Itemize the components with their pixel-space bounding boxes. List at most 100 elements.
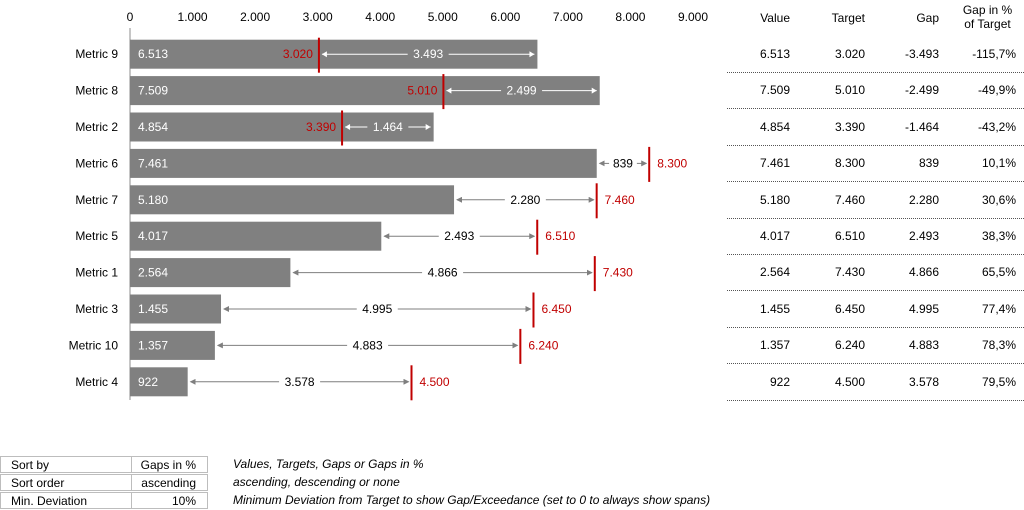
gap-label: 1.464 (373, 120, 403, 134)
gap-arrowhead-left (446, 87, 452, 94)
x-tick-label: 9.000 (678, 10, 708, 24)
table-cell-target: 7.460 (834, 192, 865, 207)
gap-arrowhead-left (345, 124, 351, 130)
sort-order-value[interactable]: ascending (131, 474, 208, 491)
gap-label: 4.883 (353, 338, 383, 352)
table-cell-value: 1.357 (759, 338, 790, 353)
table-cell-pct: 30,6% (981, 192, 1016, 207)
header-value: Value (760, 11, 790, 25)
x-tick-label: 5.000 (428, 10, 458, 24)
table-cell-value: 4.017 (759, 229, 790, 243)
value-bar (130, 367, 188, 397)
gap-label: 3.493 (413, 47, 443, 61)
table-cell-gap: 3.578 (908, 374, 939, 389)
table-cell-pct: -49,9% (977, 83, 1016, 98)
min-deviation-value[interactable]: 10% (131, 492, 208, 509)
table-cell-value: 922 (769, 374, 790, 389)
value-label: 5.180 (138, 193, 168, 207)
category-label: Metric 10 (69, 338, 119, 352)
table-cell-value: 6.513 (759, 47, 790, 61)
table-cell-gap: 2.493 (908, 229, 939, 243)
table-cell-target: 3.020 (834, 47, 865, 61)
table-cell-gap: 4.866 (908, 265, 939, 280)
table-cell-pct: -43,2% (977, 119, 1016, 134)
bar-chart: 0 1.000 2.000 3.000 4.000 5.000 6.000 7.000 8.00… (69, 10, 708, 401)
table-cell-target: 8.300 (834, 156, 865, 171)
table-row: 2.564 7.430 4.866 65,5% (727, 254, 1024, 292)
table-cell-pct: 79,5% (981, 374, 1016, 389)
table-cell-value: 1.455 (759, 301, 790, 316)
table-cell-pct: 38,3% (981, 229, 1016, 243)
table-cell-value: 2.564 (759, 265, 790, 280)
value-label: 2.564 (138, 266, 168, 280)
target-label: 8.300 (657, 156, 687, 170)
target-label: 7.430 (603, 266, 633, 280)
sort-order-description: ascending, descending or none (233, 475, 400, 489)
min-deviation-description: Minimum Deviation from Target to show Ga… (233, 493, 711, 507)
header-gap-pct-line2: of Target (964, 17, 1011, 31)
table-cell-gap: 839 (918, 156, 939, 171)
value-bar (130, 185, 455, 215)
header-gap-pct-line1: Gap in % (962, 3, 1013, 17)
gap-arrowhead-right (425, 124, 431, 130)
table-row: 5.180 7.460 2.280 30,6% (727, 182, 1024, 219)
header-target: Target (831, 11, 865, 25)
value-label: 922 (138, 375, 158, 389)
sort-by-value[interactable]: Gaps in % (131, 456, 208, 473)
x-tick-label: 7.000 (553, 10, 583, 24)
value-label: 1.455 (138, 302, 168, 316)
value-label: 7.461 (138, 156, 168, 170)
value-label: 4.017 (138, 229, 168, 243)
target-label: 7.460 (605, 193, 635, 207)
gap-label: 3.578 (285, 375, 315, 389)
sort-by-label: Sort by (0, 456, 131, 473)
category-label: Metric 2 (75, 120, 118, 134)
table-cell-target: 5.010 (834, 83, 865, 98)
table-cell-gap: -3.493 (904, 47, 939, 61)
category-label: Metric 8 (75, 84, 118, 98)
x-tick-label: 4.000 (365, 10, 395, 24)
table-cell-pct: 78,3% (981, 338, 1016, 353)
category-label: Metric 9 (75, 47, 118, 61)
table-cell-target: 4.500 (834, 374, 865, 389)
table-cell-pct: 10,1% (981, 156, 1016, 171)
table-cell-target: 3.390 (834, 119, 865, 134)
min-deviation-label: Min. Deviation (0, 492, 131, 509)
category-label: Metric 6 (75, 156, 118, 170)
value-label: 7.509 (138, 84, 168, 98)
value-bar (130, 258, 291, 288)
value-bar (130, 221, 382, 251)
table-cell-target: 6.450 (834, 301, 865, 316)
table-row: 7.461 8.300 839 10,1% (727, 145, 1024, 183)
table-cell-pct: -115,7% (972, 47, 1016, 61)
value-bar (130, 148, 597, 178)
table-cell-gap: -1.464 (904, 119, 939, 134)
target-label: 3.020 (283, 47, 313, 61)
x-tick-label: 8.000 (615, 10, 645, 24)
table-row: 922 4.500 3.578 79,5% (727, 364, 1024, 401)
category-label: Metric 3 (75, 302, 118, 316)
x-tick-label: 6.000 (490, 10, 520, 24)
category-label: Metric 4 (75, 375, 118, 389)
category-label: Metric 7 (75, 193, 118, 207)
table-row: 6.513 3.020 -3.493 -115,7% (727, 36, 1024, 73)
x-tick-label: 0 (127, 10, 134, 24)
table-cell-target: 6.240 (834, 338, 865, 353)
category-label: Metric 5 (75, 229, 118, 243)
table-cell-target: 7.430 (834, 265, 865, 280)
table-row: 7.509 5.010 -2.499 -49,9% (727, 72, 1024, 110)
table-cell-value: 5.180 (759, 192, 790, 207)
gap-label: 2.493 (444, 229, 474, 243)
gap-arrowhead-right (529, 51, 535, 58)
category-label: Metric 1 (75, 266, 118, 280)
gap-arrowhead-right (591, 87, 597, 94)
table-row: 4.854 3.390 -1.464 -43,2% (727, 109, 1024, 146)
target-label: 6.450 (541, 302, 571, 316)
table-cell-gap: 4.995 (908, 301, 939, 316)
gap-arrowhead-left (321, 51, 327, 58)
table-cell-pct: 65,5% (981, 265, 1016, 280)
value-label: 6.513 (138, 47, 168, 61)
table-cell-gap: 2.280 (908, 192, 939, 207)
target-label: 6.240 (528, 338, 558, 352)
table-header: Value Target Gap Gap in % of Target (727, 0, 1024, 36)
